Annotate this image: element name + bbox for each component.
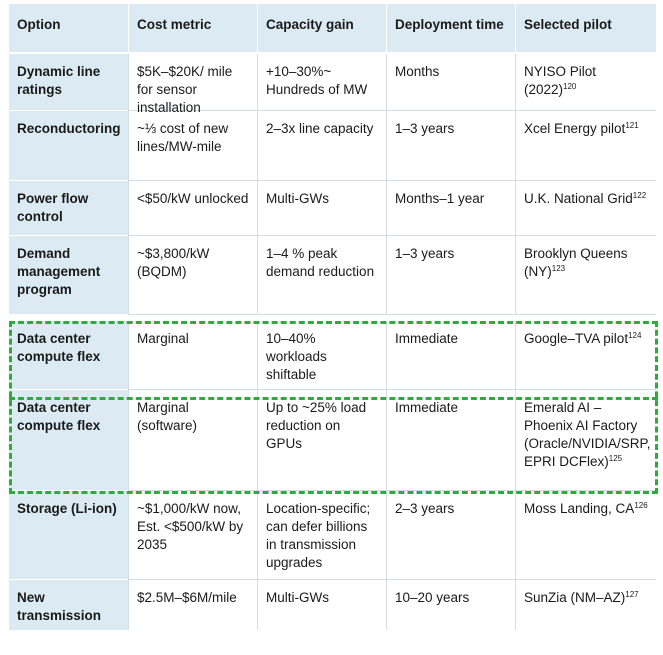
deployment-cell: Months–1 year xyxy=(386,181,515,235)
pilot-text: U.K. National Grid xyxy=(524,191,633,206)
divider xyxy=(128,389,656,390)
cost-cell: $5K–$20K/ mile for sensor installation xyxy=(128,54,257,115)
pilot-text: SunZia (NM–AZ) xyxy=(524,590,626,605)
cost-cell: ~$1,000/kW now, Est. <$500/kW by 2035 xyxy=(128,491,257,579)
pilot-text: Brooklyn Queens (NY) xyxy=(524,246,628,279)
pilot-cell: SunZia (NM–AZ)127 xyxy=(515,580,656,630)
pilot-cell: Google–TVA pilot124 xyxy=(515,321,656,389)
deployment-cell: Immediate xyxy=(386,321,515,389)
table-row: Dynamic line ratings $5K–$20K/ mile for … xyxy=(9,54,656,115)
header-cost: Cost metric xyxy=(128,4,257,52)
deployment-cell: Months xyxy=(386,54,515,110)
option-cell: Storage (Li-ion) xyxy=(9,491,128,579)
capacity-cell: Multi-GWs xyxy=(257,580,386,630)
capacity-cell: Location-specific; can defer billions in… xyxy=(257,491,386,579)
option-cell: New transmission xyxy=(9,580,128,630)
divider xyxy=(128,110,656,111)
cost-cell: ~$3,800/kW (BQDM) xyxy=(128,236,257,314)
deployment-cell: 10–20 years xyxy=(386,580,515,630)
pilot-text: Moss Landing, CA xyxy=(524,501,635,516)
highlight-divider xyxy=(9,397,658,400)
highlight-box xyxy=(9,321,658,494)
pilot-cell: Moss Landing, CA126 xyxy=(515,491,656,579)
footnote-ref: 125 xyxy=(608,454,623,463)
divider xyxy=(128,490,656,491)
deployment-cell: Immediate xyxy=(386,390,515,490)
divider xyxy=(9,52,656,54)
pilot-cell: Brooklyn Queens (NY)123 xyxy=(515,236,656,314)
table-row: Storage (Li-ion) ~$1,000/kW now, Est. <$… xyxy=(9,491,656,579)
header-deployment: Deployment time xyxy=(386,4,515,52)
option-cell: Reconductoring xyxy=(9,111,128,180)
header-pilot: Selected pilot xyxy=(515,4,656,52)
table-header: Option Cost metric Capacity gain Deploym… xyxy=(9,4,656,52)
pilot-text: Emerald AI – Phoenix AI Factory (Oracle/… xyxy=(524,400,651,469)
footnote-ref: 122 xyxy=(632,191,647,200)
deployment-cell: 2–3 years xyxy=(386,491,515,579)
capacity-cell: 1–4 % peak demand reduction xyxy=(257,236,386,314)
pilot-cell: Emerald AI – Phoenix AI Factory (Oracle/… xyxy=(515,390,656,490)
pilot-text: NYISO Pilot (2022) xyxy=(524,64,597,97)
pilot-cell: NYISO Pilot (2022)120 xyxy=(515,54,656,110)
options-table: Option Cost metric Capacity gain Deploym… xyxy=(9,4,656,630)
table-row: New transmission $2.5M–$6M/mile Multi-GW… xyxy=(9,580,656,630)
capacity-cell: Multi-GWs xyxy=(257,181,386,235)
option-cell: Data center compute flex xyxy=(9,390,128,490)
cost-cell: $2.5M–$6M/mile xyxy=(128,580,257,630)
pilot-cell: Xcel Energy pilot121 xyxy=(515,111,656,180)
header-capacity: Capacity gain xyxy=(257,4,386,52)
capacity-cell: 10–40% workloads shiftable xyxy=(257,321,386,389)
footnote-ref: 126 xyxy=(634,501,648,510)
cost-cell: <$50/kW unlocked xyxy=(128,181,257,235)
divider xyxy=(128,314,656,315)
footnote-ref: 127 xyxy=(625,590,639,599)
pilot-text: Google–TVA pilot xyxy=(524,331,629,346)
footnote-ref: 121 xyxy=(625,121,639,130)
option-cell: Demand management program xyxy=(9,236,128,314)
pilot-cell: U.K. National Grid122 xyxy=(515,181,656,235)
footnote-ref: 124 xyxy=(628,331,642,340)
divider xyxy=(128,579,656,580)
divider xyxy=(128,235,656,236)
table-row: Reconductoring ~⅓ cost of new lines/MW-m… xyxy=(9,111,656,180)
table-row: Data center compute flex Marginal 10–40%… xyxy=(9,315,656,389)
deployment-cell: 1–3 years xyxy=(386,236,515,314)
table-row: Data center compute flex Marginal (softw… xyxy=(9,390,656,490)
cost-cell: Marginal xyxy=(128,321,257,389)
header-option: Option xyxy=(9,4,128,52)
table-row: Power flow control <$50/kW unlocked Mult… xyxy=(9,181,656,235)
option-cell: Data center compute flex xyxy=(9,321,128,389)
capacity-cell: Up to ~25% load reduction on GPUs xyxy=(257,390,386,490)
footnote-ref: 120 xyxy=(563,82,577,91)
option-cell: Power flow control xyxy=(9,181,128,235)
capacity-cell: 2–3x line capacity xyxy=(257,111,386,180)
deployment-cell: 1–3 years xyxy=(386,111,515,180)
capacity-cell: +10–30%~ Hundreds of MW xyxy=(257,54,386,110)
pilot-text: Xcel Energy pilot xyxy=(524,121,626,136)
divider xyxy=(128,180,656,181)
table-row: Demand management program ~$3,800/kW (BQ… xyxy=(9,236,656,314)
cost-cell: ~⅓ cost of new lines/MW-mile xyxy=(128,111,257,180)
footnote-ref: 123 xyxy=(551,264,566,273)
cost-cell: Marginal (software) xyxy=(128,390,257,490)
option-cell: Dynamic line ratings xyxy=(9,54,128,110)
